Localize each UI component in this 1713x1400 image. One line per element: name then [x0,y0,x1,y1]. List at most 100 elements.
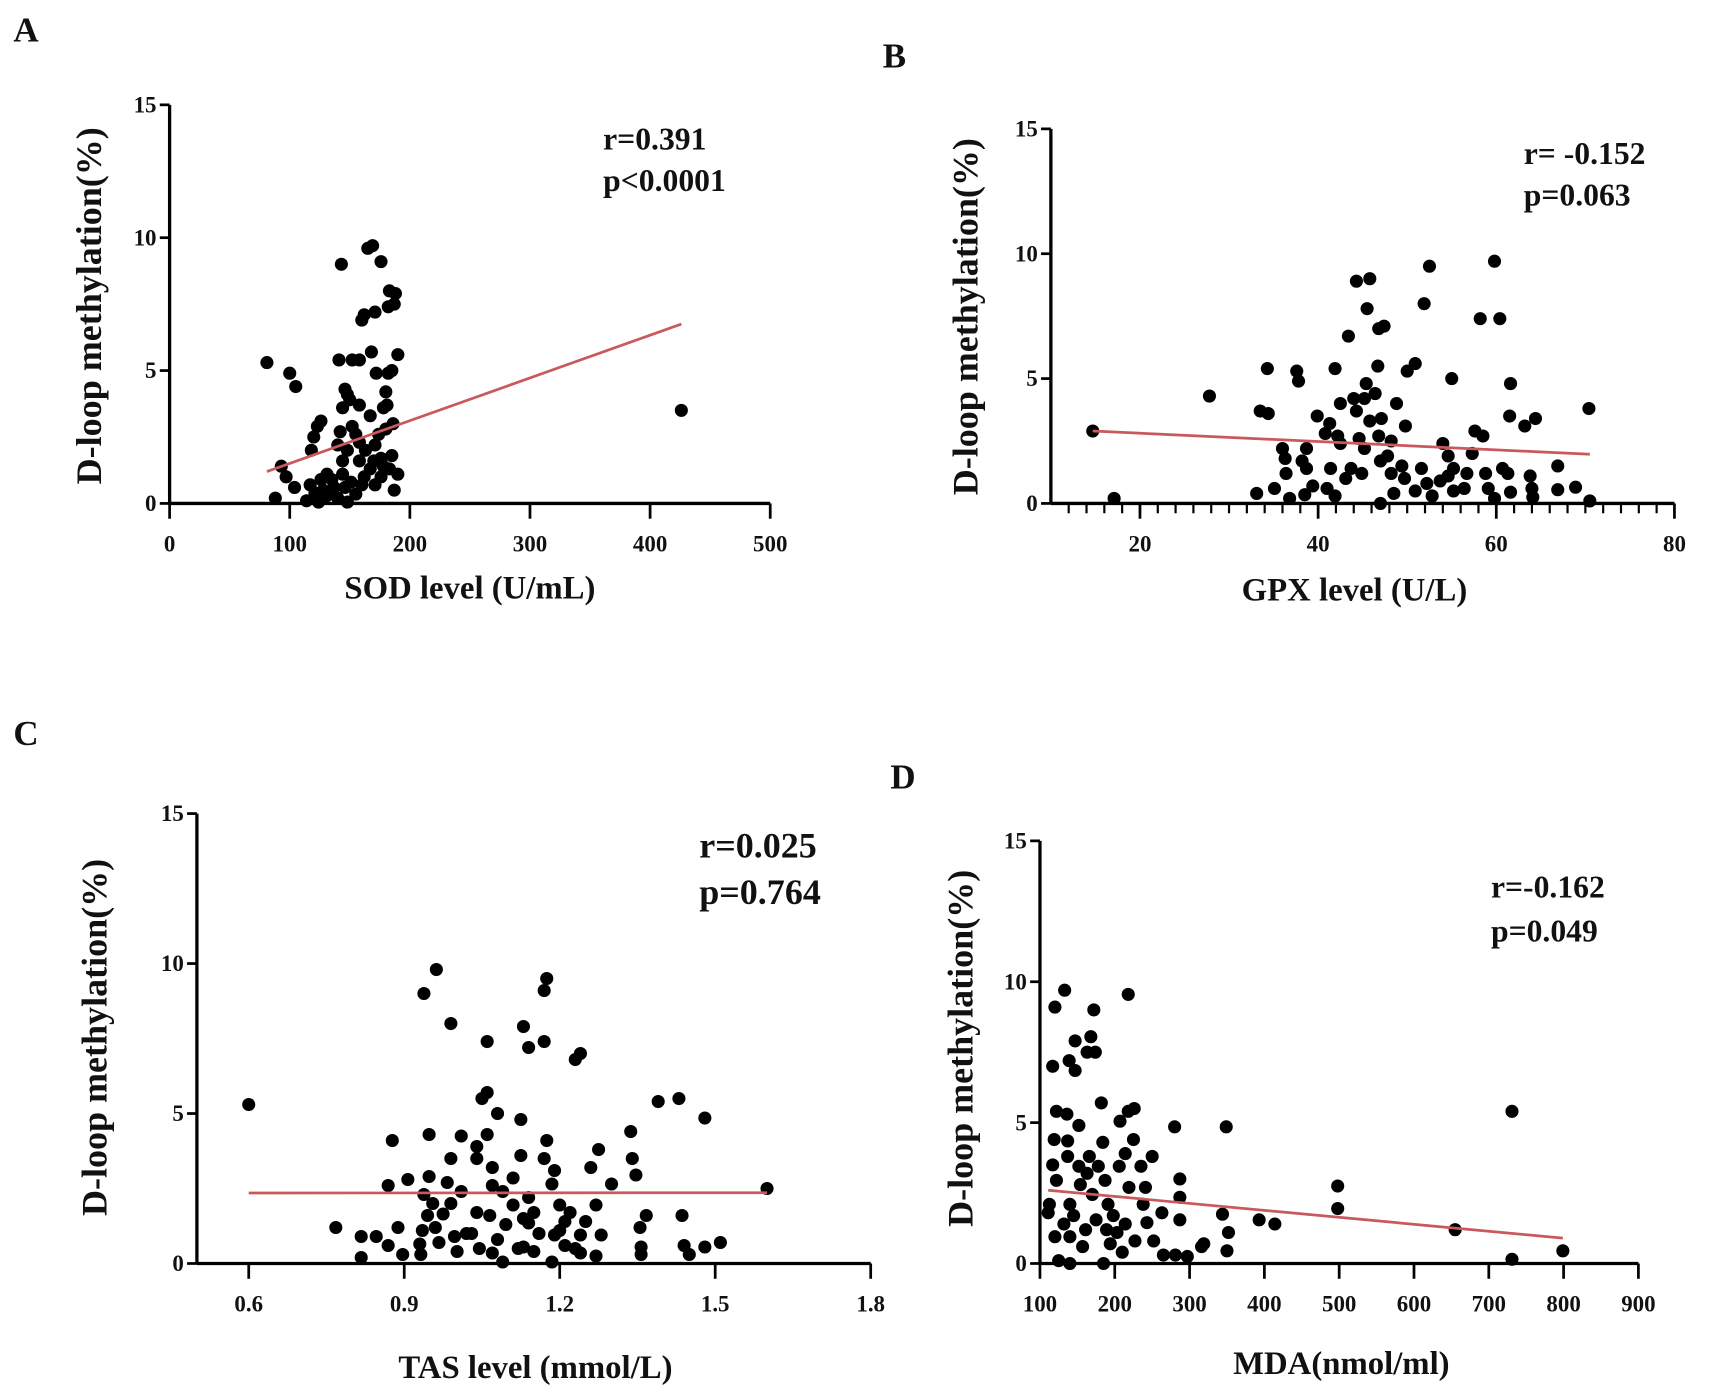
data-point [391,1220,405,1235]
data-point [592,1142,606,1157]
data-point [1057,1217,1071,1231]
data-point [381,1178,395,1193]
data-point [514,1148,528,1163]
y-tick-label: 10 [161,951,184,976]
x-tick-label: 800 [1546,1292,1580,1317]
x-tick-label: 0 [164,531,175,556]
data-point [651,1094,665,1109]
panel-label: B [883,37,906,76]
x-tick-label: 600 [1397,1292,1431,1317]
data-point [352,353,366,367]
data-point [1363,272,1377,286]
y-axis-label: D-loop methylation(%) [69,127,109,484]
data-point [1156,1248,1170,1262]
data-point [1101,1197,1115,1211]
y-tick-label: 10 [134,225,157,250]
data-point [470,1205,484,1220]
data-point [1145,1149,1159,1163]
data-point [1377,319,1391,333]
data-point [527,1244,541,1259]
y-tick-label: 0 [172,1251,183,1276]
data-point [352,454,366,468]
data-point [1063,1256,1077,1271]
data-point [537,1034,551,1049]
data-point [1417,297,1431,311]
data-point [312,495,326,509]
data-point [1128,1234,1142,1248]
data-point [1503,485,1518,499]
data-point [1331,1202,1345,1216]
data-point [260,356,274,370]
data-point [1476,429,1490,443]
data-point [391,348,405,362]
data-point [1112,1159,1126,1173]
data-point [485,1160,499,1175]
data-point [340,443,354,457]
data-point [1060,1107,1074,1121]
panel-c: C 0 5 10 15 0.6 0.9 1.2 1.5 1.8 TAS level (mmol/L)… [13,714,885,1386]
data-point [1058,983,1072,997]
data-point [1569,480,1583,494]
data-point [674,403,688,417]
data-point [1046,1059,1060,1073]
data-point [1063,1197,1077,1211]
data-point [354,1250,368,1265]
data-point [1118,1147,1132,1161]
data-point [1395,459,1409,473]
x-tick-label: 200 [393,531,427,556]
data-point [1122,1180,1136,1194]
data-point [485,1178,499,1193]
data-point [357,470,371,484]
data-point [334,257,348,271]
data-point [547,1163,562,1178]
data-point [1373,496,1388,510]
data-point [376,459,390,473]
data-point [428,1220,442,1235]
data-point [1072,1118,1086,1132]
data-point [1096,1135,1110,1149]
data-point [1118,1217,1132,1231]
data-point [1113,1114,1127,1128]
x-tick-label: 300 [1172,1292,1206,1317]
data-point [376,401,390,415]
correlation-r: r=-0.162 [1491,870,1605,905]
data-point [1061,1149,1075,1163]
data-point [698,1240,712,1254]
data-point [454,1129,468,1143]
data-point [522,1040,536,1055]
data-point [385,449,399,463]
data-point [429,962,443,977]
data-point [1501,466,1515,481]
data-point [385,364,399,378]
data-point [268,491,282,505]
x-tick-label: 60 [1485,531,1508,556]
data-point [634,1247,648,1262]
x-tick-label: 20 [1129,531,1152,556]
data-point [1220,1244,1234,1258]
x-axis-label: GPX level (U/L) [1242,573,1468,609]
data-point [639,1208,653,1223]
data-point [1446,484,1461,498]
panel-label: A [13,10,38,49]
data-point [1147,1234,1161,1248]
data-point [1359,377,1373,391]
data-point [682,1247,696,1262]
x-tick-label: 100 [1023,1292,1057,1317]
data-point [329,1220,343,1235]
data-point [352,398,366,412]
data-point [1138,1180,1152,1194]
data-point [470,1139,484,1154]
data-point [1041,1206,1055,1220]
data-point [417,986,431,1001]
data-point [516,1240,530,1254]
data-point [537,1151,551,1166]
data-point [490,1232,505,1247]
regression-line [1048,1188,1563,1240]
p-value: p=0.049 [1491,913,1598,948]
data-point [1355,466,1369,481]
y-tick-label: 10 [1004,969,1027,994]
data-point [1278,451,1292,466]
data-point [1582,401,1596,416]
data-point [1275,441,1290,456]
